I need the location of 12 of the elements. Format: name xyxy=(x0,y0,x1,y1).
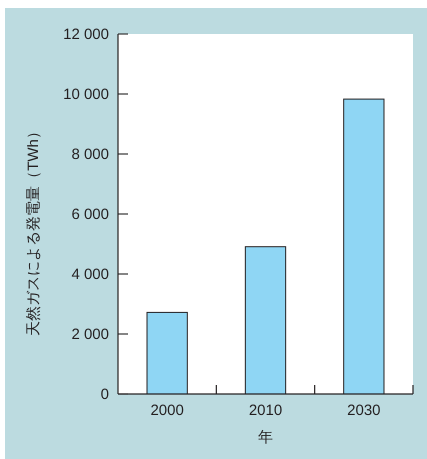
x-tick-label: 2030 xyxy=(347,402,381,419)
y-tick-label: 6 000 xyxy=(71,206,109,223)
x-axis-title: 年 xyxy=(258,429,273,446)
y-tick-label: 12 000 xyxy=(63,26,109,43)
y-tick-label: 8 000 xyxy=(71,146,109,163)
y-tick-label: 0 xyxy=(100,386,109,403)
x-tick-label: 2000 xyxy=(150,402,184,419)
y-tick-label: 4 000 xyxy=(71,266,109,283)
y-axis-title: 天然ガスによる発電量（TWh） xyxy=(25,124,42,336)
y-tick-label: 2 000 xyxy=(71,326,109,343)
y-tick-label: 10 000 xyxy=(63,86,109,103)
x-tick-label: 2010 xyxy=(248,402,282,419)
